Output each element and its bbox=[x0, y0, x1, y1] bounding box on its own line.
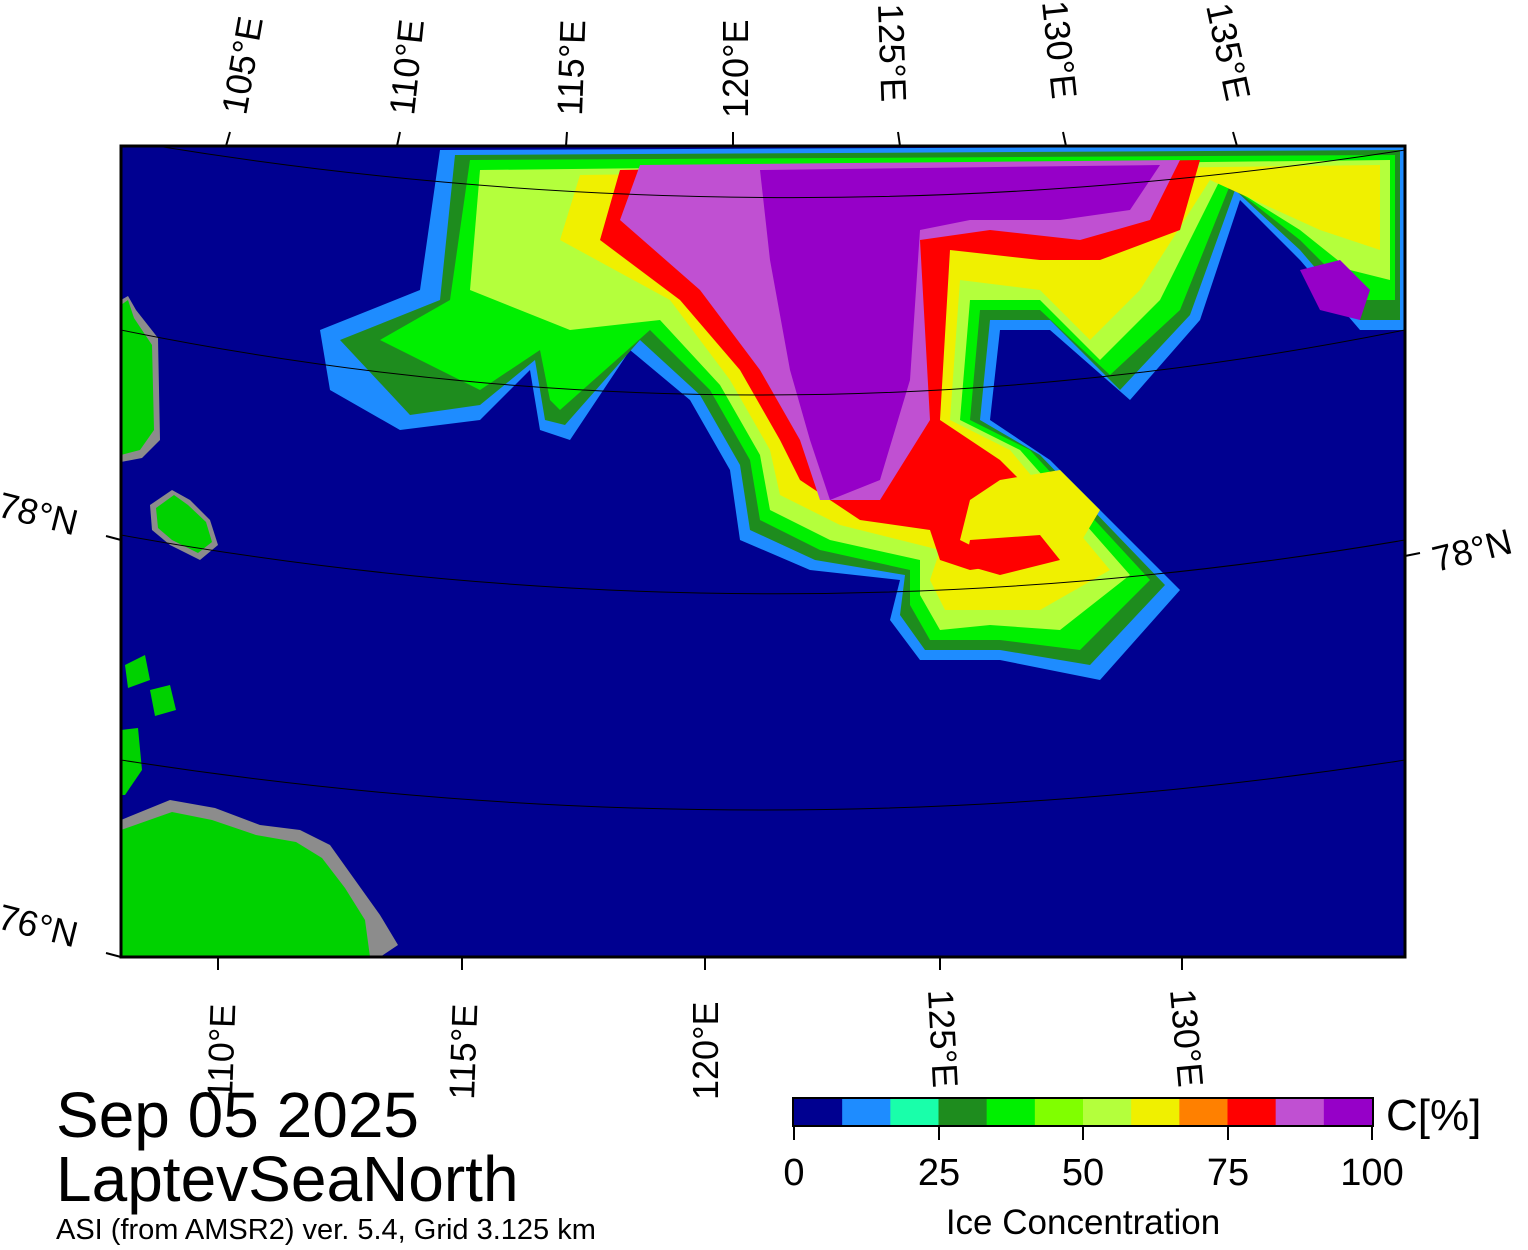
graticule bbox=[121, 146, 1405, 811]
top-lon-label: 130°E bbox=[1034, 0, 1085, 101]
severnaya-zemlya-land bbox=[121, 300, 154, 455]
map-frame bbox=[119, 144, 1407, 959]
longitude-ticks-bottom bbox=[217, 957, 1183, 970]
colorbar-tick-label: 75 bbox=[1206, 1152, 1250, 1194]
colorbar bbox=[794, 1098, 1373, 1126]
colorbar-segment bbox=[1323, 1098, 1373, 1126]
top-lon-label: 105°E bbox=[214, 13, 271, 117]
colorbar-segment bbox=[1227, 1098, 1277, 1126]
colorbar-segment bbox=[1131, 1098, 1180, 1126]
colorbar-title: Ice Concentration bbox=[945, 1203, 1221, 1242]
colorbar-segment bbox=[1275, 1098, 1325, 1126]
lat-label-78n-left: 78°N bbox=[0, 484, 82, 543]
bottom-lon-label: 125°E bbox=[920, 988, 966, 1088]
lat-label-76n-left: 76°N bbox=[0, 896, 82, 955]
top-lon-label: 115°E bbox=[549, 19, 593, 116]
top-lon-label: 135°E bbox=[1198, 0, 1259, 104]
colorbar-segment bbox=[986, 1098, 1036, 1126]
taymyr-land bbox=[121, 812, 370, 957]
bottom-lon-label: 115°E bbox=[441, 1003, 485, 1100]
ice-band bbox=[965, 535, 1060, 575]
colorbar-segment bbox=[1034, 1098, 1084, 1126]
bottom-lon-label: 130°E bbox=[1162, 987, 1211, 1089]
bottom-lon-label: 120°E bbox=[685, 1002, 726, 1100]
ice-band bbox=[760, 165, 1160, 500]
colorbar-unit: C[%] bbox=[1386, 1091, 1482, 1140]
top-lon-label: 110°E bbox=[381, 17, 432, 117]
colorbar-ticks bbox=[793, 1126, 1373, 1140]
colorbar-segment bbox=[842, 1098, 891, 1126]
colorbar-tick-label: 50 bbox=[1061, 1152, 1105, 1194]
lat-label-78n-right: 78°N bbox=[1428, 521, 1516, 580]
map-date: Sep 05 2025 bbox=[56, 1079, 419, 1151]
colorbar-segment bbox=[1179, 1098, 1228, 1126]
colorbar-segment bbox=[794, 1098, 843, 1126]
top-lon-label: 120°E bbox=[715, 20, 756, 118]
top-lon-label: 125°E bbox=[870, 3, 914, 103]
island-1-land bbox=[156, 495, 212, 553]
colorbar-tick-label: 100 bbox=[1340, 1152, 1404, 1194]
ice-band bbox=[960, 470, 1100, 560]
colorbar-segment bbox=[1083, 1098, 1132, 1126]
data-source: ASI (from AMSR2) ver. 5.4, Grid 3.125 km bbox=[56, 1214, 596, 1246]
island-2 bbox=[125, 655, 150, 688]
land-masses bbox=[121, 296, 398, 957]
bottom-lon-label: 110°E bbox=[199, 1003, 243, 1100]
colorbar-segment bbox=[890, 1098, 939, 1126]
island-3 bbox=[150, 685, 176, 716]
ice-concentration-field bbox=[320, 146, 1405, 680]
longitude-ticks-top bbox=[225, 131, 1238, 147]
colorbar-tick-label: 0 bbox=[783, 1152, 805, 1194]
ice-band bbox=[1300, 260, 1370, 320]
region-name: LaptevSeaNorth bbox=[56, 1143, 519, 1215]
latitude-ticks bbox=[105, 535, 1421, 958]
colorbar-segment bbox=[938, 1098, 988, 1126]
colorbar-tick-label: 25 bbox=[917, 1152, 961, 1194]
